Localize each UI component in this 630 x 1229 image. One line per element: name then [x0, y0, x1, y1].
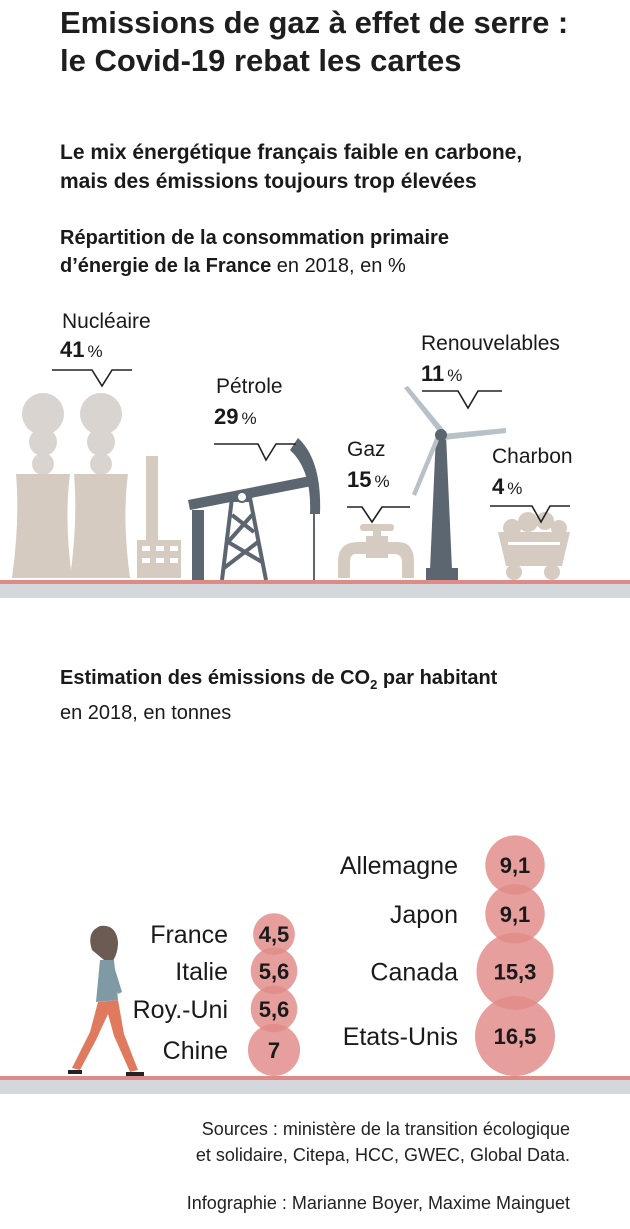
sources-line-1: Sources : ministère de la transition éco… — [201, 1119, 570, 1139]
bubble-canada — [476, 932, 554, 1010]
energy-value-number: 15 — [347, 467, 372, 492]
sources: Sources : ministère de la transition éco… — [100, 1116, 570, 1168]
sources-line-2: et solidaire, Citepa, HCC, GWEC, Global … — [195, 1145, 570, 1165]
walking-person-icon — [68, 925, 144, 1076]
energy-value-unit: % — [87, 342, 103, 361]
section-title: Le mix énergétique français faible en ca… — [60, 138, 620, 196]
bubble-value-label: 5,6 — [259, 959, 290, 984]
co2-chart-title-part-2: par habitant — [377, 667, 498, 689]
country-label: Japon — [390, 901, 458, 929]
bubble-value-label: 16,5 — [494, 1024, 537, 1049]
nuclear-plant-icon — [12, 393, 181, 578]
coal-cart-icon — [498, 512, 570, 580]
energy-value-unit: % — [447, 366, 463, 385]
bubble-italie — [250, 947, 298, 995]
wind-turbine-icon — [404, 386, 506, 580]
country-label: Italie — [175, 958, 228, 986]
country-label: Allemagne — [340, 852, 458, 880]
credits: Infographie : Marianne Boyer, Maxime Mai… — [186, 1193, 570, 1213]
energy-chart-title-line-2-bold: d’énergie de la France — [60, 255, 272, 277]
bubble-value-label: 7 — [268, 1038, 280, 1063]
energy-value-gaz: 15% — [347, 467, 390, 495]
co2-chart-title: Estimation des émissions de CO2 par habi… — [60, 664, 620, 727]
bubble-etats-unis — [475, 996, 555, 1076]
co2-chart-title-subscript: 2 — [370, 677, 378, 692]
country-label: Canada — [370, 958, 458, 986]
energy-chart-title-line-1: Répartition de la consommation primaire — [60, 227, 449, 249]
country-label: Roy.-Uni — [133, 996, 228, 1024]
right-column-bubbles — [475, 835, 555, 1076]
co2-chart-subtitle: en 2018, en tonnes — [60, 702, 232, 724]
energy-value-renouvelables: 11% — [421, 361, 462, 389]
energy-label-nucleaire: Nucléaire — [62, 310, 151, 333]
bubble-france — [253, 913, 295, 955]
bubble-roy-uni — [250, 985, 298, 1033]
page-title-line-2: le Covid-19 rebat les cartes — [60, 43, 462, 78]
ground-line — [0, 580, 630, 584]
bubble-value-label: 9,1 — [500, 853, 531, 878]
energy-chart-title: Répartition de la consommation primaire … — [60, 224, 620, 280]
energy-label-charbon: Charbon — [492, 445, 573, 468]
left-column-bubbles — [247, 913, 301, 1076]
page-title: Emissions de gaz à effet de serre : le C… — [60, 4, 620, 80]
energy-value-unit: % — [374, 472, 390, 491]
energy-value-number: 41 — [60, 337, 85, 362]
section-title-line-2: mais des émissions toujours trop élevées — [60, 170, 477, 193]
bubble-value-label: 15,3 — [494, 959, 537, 984]
ground-line — [0, 1076, 630, 1080]
energy-label-gaz: Gaz — [347, 438, 386, 461]
energy-value-petrole: 29% — [214, 404, 257, 432]
co2-chart-title-part-1: Estimation des émissions de CO — [60, 667, 371, 689]
energy-value-unit: % — [241, 409, 257, 428]
ground-band — [0, 1080, 630, 1094]
energy-value-charbon: 4% — [492, 474, 522, 502]
gas-pipe-icon — [338, 524, 414, 578]
energy-label-petrole: Pétrole — [216, 375, 283, 398]
country-label: France — [150, 921, 228, 949]
energy-chart-title-line-2-rest: en 2018, en % — [271, 255, 406, 277]
bubble-allemagne — [485, 835, 545, 895]
ground-band — [0, 584, 630, 598]
country-label: Etats-Unis — [343, 1023, 458, 1051]
bubble-japon — [485, 884, 545, 944]
bubble-value-label: 9,1 — [500, 902, 531, 927]
energy-value-number: 29 — [214, 404, 239, 429]
bubble-chine — [247, 1023, 301, 1076]
energy-value-number: 11 — [421, 361, 445, 386]
country-label: Chine — [163, 1037, 228, 1065]
bubble-value-label: 5,6 — [259, 997, 290, 1022]
energy-leader-lines — [52, 369, 570, 524]
energy-value-unit: % — [507, 479, 523, 498]
section-title-line-1: Le mix énergétique français faible en ca… — [60, 141, 523, 164]
energy-value-number: 4 — [492, 474, 505, 499]
energy-value-nucleaire: 41% — [60, 337, 103, 365]
energy-label-renouvelables: Renouvelables — [421, 332, 560, 355]
energy-illustration — [12, 369, 570, 581]
co2-bubble-chart: 4,5 France 5,6 Italie 5,6 Roy.-Uni 7 Chine 9,1 Al… — [133, 835, 555, 1076]
bubble-value-label: 4,5 — [259, 922, 290, 947]
page-title-line-1: Emissions de gaz à effet de serre : — [60, 5, 569, 40]
oil-pump-jack-icon — [188, 438, 321, 581]
